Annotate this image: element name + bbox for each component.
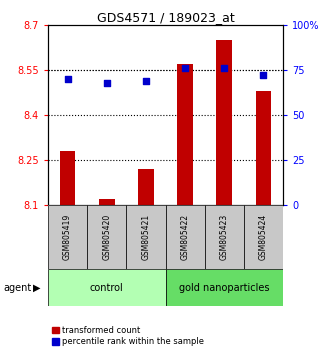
FancyBboxPatch shape [205,205,244,269]
Text: GSM805420: GSM805420 [102,214,111,260]
Bar [216,40,232,205]
Text: GSM805422: GSM805422 [181,214,190,260]
Bar [60,151,75,205]
Point [143,78,149,84]
Text: agent: agent [3,282,31,293]
Text: GSM805424: GSM805424 [259,214,268,260]
Text: gold nanoparticles: gold nanoparticles [179,282,269,293]
FancyBboxPatch shape [166,269,283,306]
Point [222,65,227,71]
Title: GDS4571 / 189023_at: GDS4571 / 189023_at [97,11,234,24]
Bar [99,199,115,205]
FancyBboxPatch shape [166,205,205,269]
Text: GSM805421: GSM805421 [141,214,150,260]
Point [261,73,266,78]
Text: ▶: ▶ [33,282,41,293]
Point [65,76,70,82]
FancyBboxPatch shape [126,205,166,269]
Point [104,80,109,85]
Point [182,65,188,71]
Bar [138,169,154,205]
FancyBboxPatch shape [48,269,166,306]
FancyBboxPatch shape [48,205,87,269]
FancyBboxPatch shape [244,205,283,269]
Bar [256,91,271,205]
Text: control: control [90,282,123,293]
Bar [177,64,193,205]
FancyBboxPatch shape [87,205,126,269]
Text: GSM805423: GSM805423 [220,214,229,260]
Text: GSM805419: GSM805419 [63,214,72,260]
Legend: transformed count, percentile rank within the sample: transformed count, percentile rank withi… [52,326,204,346]
